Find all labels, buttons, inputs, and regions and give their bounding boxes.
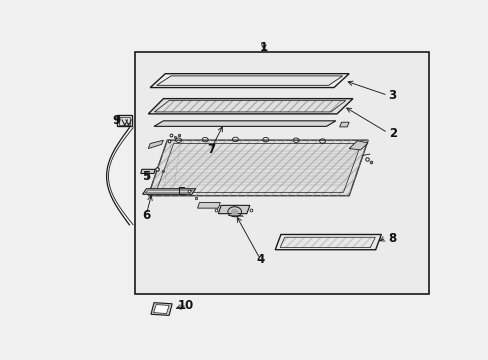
- Polygon shape: [148, 99, 352, 114]
- Bar: [135, 51, 428, 294]
- Circle shape: [231, 209, 238, 214]
- Bar: [119, 117, 130, 125]
- Text: 6: 6: [142, 208, 150, 221]
- Polygon shape: [218, 205, 249, 214]
- Polygon shape: [151, 303, 172, 315]
- Polygon shape: [142, 189, 195, 194]
- Polygon shape: [339, 122, 348, 127]
- Polygon shape: [348, 141, 367, 150]
- Text: 2: 2: [388, 127, 396, 140]
- Text: 9: 9: [112, 114, 120, 127]
- Polygon shape: [275, 234, 381, 250]
- Polygon shape: [141, 169, 155, 174]
- Polygon shape: [156, 76, 342, 85]
- Text: 1: 1: [259, 41, 267, 54]
- Text: 7: 7: [206, 143, 214, 157]
- Text: 5: 5: [142, 170, 150, 183]
- Text: 3: 3: [388, 89, 396, 102]
- Text: 10: 10: [178, 299, 194, 312]
- Polygon shape: [197, 203, 220, 208]
- Polygon shape: [148, 140, 367, 195]
- Polygon shape: [154, 121, 335, 126]
- Text: 4: 4: [255, 253, 264, 266]
- Bar: [117, 115, 132, 126]
- Polygon shape: [148, 140, 163, 149]
- Polygon shape: [150, 74, 348, 87]
- Polygon shape: [153, 305, 169, 314]
- Text: 8: 8: [388, 232, 396, 245]
